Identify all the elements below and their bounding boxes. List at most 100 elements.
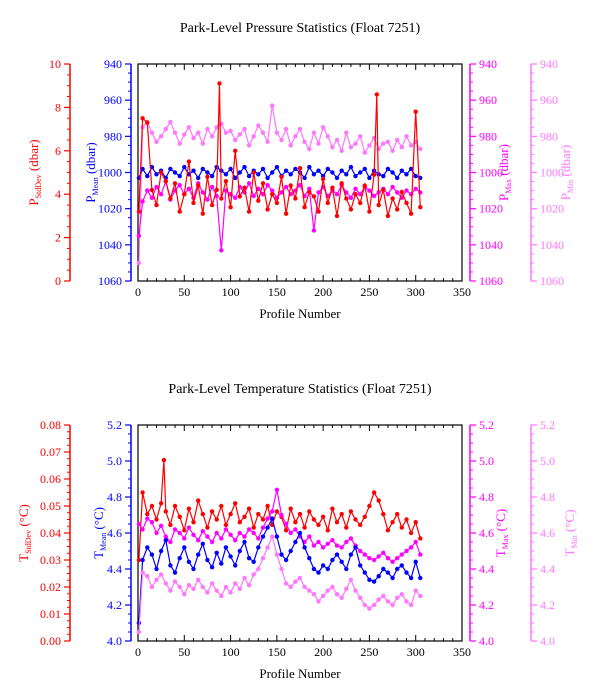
pressure-min-point — [163, 126, 168, 132]
pressure-x-tick-label: 250 — [360, 285, 378, 299]
temperature-stddev-point — [334, 520, 340, 525]
temperature-stddev-point — [161, 457, 167, 463]
temperature-mean-point — [307, 556, 312, 561]
temperature-mean-point — [237, 548, 242, 554]
pressure-stddev-point — [376, 202, 381, 208]
temperature-stddev-point — [209, 509, 215, 514]
pressure-max-point — [390, 184, 395, 190]
pressure-plot-frame — [137, 63, 463, 282]
temperature-mean-point — [353, 545, 358, 550]
temperature-min-point — [172, 579, 178, 584]
temperature-min-point — [330, 584, 335, 590]
pressure-max-point — [251, 193, 256, 199]
temperature-mean-point — [186, 559, 192, 564]
temperature-stddev-point — [242, 514, 247, 519]
pressure-min-point — [182, 132, 187, 137]
pressure-stddev-point — [158, 170, 164, 175]
pressure-mean-point — [311, 172, 317, 177]
pressure-mean-point — [362, 166, 367, 172]
temperature-mean-tick-label: 5.0 — [107, 454, 122, 468]
pressure-x-tick-label: 50 — [178, 285, 190, 299]
pressure-mean-point — [334, 175, 340, 181]
temperature-min-point — [140, 570, 145, 575]
pressure-mean-point — [404, 172, 409, 177]
temperature-max-point — [283, 521, 289, 527]
temperature-mean-point — [200, 541, 205, 546]
temperature-mean-point — [242, 539, 247, 545]
temperature-stddev-point — [251, 525, 256, 530]
pressure-mean-tick-label: 1020 — [98, 202, 122, 216]
pressure-mean-point — [205, 170, 210, 175]
pressure-min-point — [390, 148, 395, 153]
temperature-stddev-point — [418, 536, 423, 541]
pressure-stddev-point — [260, 181, 266, 186]
pressure-stddev-point — [209, 202, 215, 208]
temperature-min-point — [149, 584, 155, 590]
pressure-max-point — [418, 190, 423, 195]
pressure-mean-point — [413, 173, 418, 179]
temperature-stddev-point — [219, 503, 224, 509]
pressure-min-point — [223, 130, 229, 135]
temperature-min-point — [242, 575, 247, 581]
pressure-max-point — [270, 188, 275, 193]
pressure-mean-tick-label: 1000 — [98, 166, 122, 180]
temperature-max-tick-label: 4.4 — [479, 562, 494, 576]
temperature-min-point — [163, 581, 168, 586]
temperature-stddev-point — [293, 520, 298, 525]
pressure-mean-point — [339, 168, 344, 173]
temperature-max-point — [270, 509, 275, 514]
pressure-stddev-point — [339, 181, 344, 186]
pressure-stddev-point — [413, 109, 418, 114]
temperature-min-point — [344, 586, 349, 591]
temperature-max-tick-label: 4.6 — [479, 526, 494, 540]
temperature-mean-point — [209, 565, 215, 570]
pressure-max-point — [348, 195, 354, 200]
pressure-mean-point — [399, 168, 404, 173]
pressure-mean-point — [293, 166, 298, 172]
temperature-mean-tick-label: 4.6 — [107, 526, 122, 540]
temperature-stddev-point — [307, 509, 312, 514]
pressure-min-tick-label: 1040 — [540, 238, 564, 252]
pressure-stddev-point — [302, 205, 307, 210]
temperature-max-point — [177, 530, 182, 536]
pressure-stddev-point — [371, 172, 377, 177]
pressure-stddev-point — [408, 211, 414, 216]
temperature-panel: Park-Level Temperature Statistics (Float… — [16, 382, 579, 681]
pressure-min-point — [311, 130, 317, 135]
temperature-max-point — [334, 543, 340, 548]
temperature-min-point — [237, 586, 242, 591]
temperature-max-point — [136, 521, 142, 527]
temperature-max-point — [163, 534, 168, 539]
temperature-stddev-point — [339, 511, 344, 517]
pressure-stddev-point — [149, 187, 155, 193]
temperature-stddev-tick-label: 0.00 — [40, 634, 61, 648]
pressure-max-point — [371, 193, 377, 199]
pressure-mean-point — [182, 164, 187, 170]
pressure-stddev-point — [233, 148, 238, 153]
pressure-max-point — [219, 248, 224, 253]
pressure-stddev-point — [242, 185, 247, 190]
pressure-min-tick-label: 1060 — [540, 274, 564, 288]
pressure-mean-point — [348, 164, 354, 170]
temperature-max-point — [228, 532, 233, 537]
pressure-max-axis-label: PMax (dbar) — [496, 144, 513, 201]
temperature-min-point — [334, 592, 340, 597]
pressure-min-point — [320, 125, 326, 130]
temperature-stddev-point — [358, 522, 363, 528]
temperature-max-point — [145, 516, 150, 521]
pressure-x-tick-label: 150 — [268, 285, 286, 299]
temperature-stddev-point — [362, 514, 367, 519]
temperature-stddev-tick-label: 0.07 — [40, 445, 61, 459]
pressure-min-point — [260, 130, 266, 135]
pressure-stddev-tick-label: 8 — [55, 100, 61, 114]
temperature-x-tick-label: 0 — [135, 645, 141, 659]
temperature-stddev-tick-label: 0.03 — [40, 553, 61, 567]
temperature-mean-point — [330, 557, 335, 563]
temperature-max-point — [348, 536, 354, 541]
pressure-min-point — [348, 145, 354, 150]
pressure-stddev-point — [381, 187, 386, 193]
temperature-min-point — [182, 592, 187, 597]
pressure-stddev-point — [140, 116, 145, 121]
pressure-stddev-point — [374, 92, 379, 97]
pressure-x-tick-label: 300 — [407, 285, 425, 299]
